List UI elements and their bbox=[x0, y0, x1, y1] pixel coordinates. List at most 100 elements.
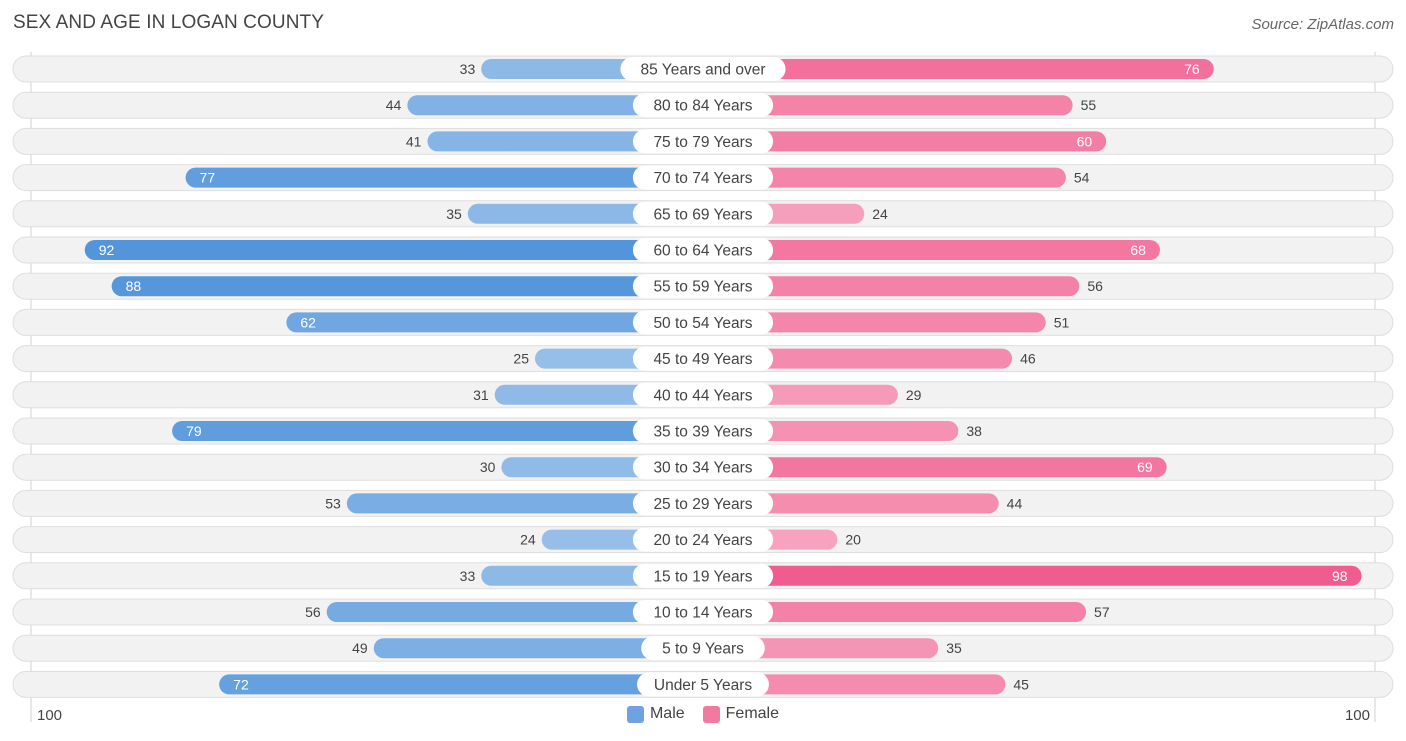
row-5: 92 68 60 to 64 Years bbox=[12, 236, 1394, 264]
value-label-male: 30 bbox=[480, 459, 496, 475]
bar-female bbox=[703, 348, 1013, 369]
legend-item-female[interactable]: Female bbox=[702, 705, 780, 723]
category-pill bbox=[632, 274, 774, 299]
category-pill bbox=[620, 57, 786, 81]
category-pill bbox=[632, 310, 774, 335]
category-pill bbox=[632, 455, 774, 480]
bar-female bbox=[703, 95, 1073, 116]
bar-female bbox=[703, 59, 1214, 79]
category-pill bbox=[632, 238, 774, 262]
value-label-male: 33 bbox=[460, 568, 476, 584]
category-label: 45 to 49 Years bbox=[653, 351, 752, 368]
category-label: 40 to 44 Years bbox=[653, 387, 752, 404]
bar-female bbox=[703, 602, 1087, 622]
category-label: 25 to 29 Years bbox=[653, 496, 752, 513]
value-label-male: 41 bbox=[406, 133, 422, 149]
category-label: Under 5 Years bbox=[654, 677, 752, 694]
value-label-female: 35 bbox=[946, 640, 962, 656]
category-label: 5 to 9 Years bbox=[662, 641, 744, 658]
category-label: 20 to 24 Years bbox=[653, 532, 752, 549]
row-17: 72 45 Under 5 Years bbox=[12, 670, 1394, 698]
source-note: Source: ZipAtlas.com bbox=[1251, 16, 1394, 33]
row-10: 79 38 35 to 39 Years bbox=[12, 417, 1394, 445]
category-pill bbox=[632, 346, 774, 371]
bar-male bbox=[219, 674, 703, 695]
chart-title: SEX AND AGE IN LOGAN COUNTY bbox=[13, 12, 324, 33]
category-pill bbox=[632, 563, 774, 588]
row-9: 31 29 40 to 44 Years bbox=[12, 381, 1394, 409]
category-pill bbox=[637, 672, 769, 697]
value-label-female: 56 bbox=[1087, 278, 1103, 294]
value-label-female: 69 bbox=[1137, 459, 1153, 475]
value-label-male: 92 bbox=[99, 242, 115, 258]
category-label: 60 to 64 Years bbox=[653, 243, 752, 260]
value-label-female: 44 bbox=[1007, 495, 1023, 511]
bar-male bbox=[111, 276, 703, 297]
row-13: 24 20 20 to 24 Years bbox=[12, 526, 1394, 554]
value-label-male: 31 bbox=[473, 387, 489, 403]
legend-swatch-female bbox=[702, 705, 720, 723]
row-6: 88 56 55 to 59 Years bbox=[12, 272, 1394, 300]
row-15: 56 57 10 to 14 Years bbox=[12, 598, 1394, 626]
bar-female bbox=[703, 131, 1107, 152]
category-pill bbox=[632, 165, 774, 190]
bar-male bbox=[326, 602, 703, 622]
bar-male bbox=[84, 240, 703, 260]
value-label-male: 44 bbox=[386, 97, 402, 113]
value-label-female: 24 bbox=[872, 206, 888, 222]
bar-male bbox=[286, 312, 703, 333]
value-label-male: 24 bbox=[520, 532, 536, 548]
row-11: 30 69 30 to 34 Years bbox=[12, 453, 1394, 481]
category-label: 70 to 74 Years bbox=[653, 170, 752, 187]
bar-male bbox=[407, 95, 703, 116]
category-pill bbox=[632, 93, 774, 118]
row-4: 35 24 65 to 69 Years bbox=[12, 200, 1394, 228]
value-label-female: 45 bbox=[1013, 676, 1029, 692]
row-7: 62 51 50 to 54 Years bbox=[12, 308, 1394, 336]
value-label-female: 60 bbox=[1077, 133, 1093, 149]
value-label-male: 72 bbox=[233, 676, 249, 692]
value-label-female: 57 bbox=[1094, 604, 1110, 620]
value-label-male: 25 bbox=[513, 351, 529, 367]
category-pill bbox=[641, 636, 765, 661]
value-label-male: 35 bbox=[446, 206, 462, 222]
value-label-male: 53 bbox=[325, 495, 341, 511]
row-0: 33 76 85 Years and over bbox=[12, 55, 1394, 83]
bar-female bbox=[703, 674, 1006, 695]
bar-female bbox=[703, 565, 1362, 586]
row-1: 44 55 80 to 84 Years bbox=[12, 91, 1394, 119]
bar-female bbox=[703, 312, 1046, 333]
bar-male bbox=[185, 167, 703, 188]
bar-female bbox=[703, 167, 1066, 188]
category-label: 55 to 59 Years bbox=[653, 279, 752, 296]
value-label-female: 68 bbox=[1130, 242, 1146, 258]
bar-male bbox=[346, 493, 703, 514]
bar-female bbox=[703, 457, 1167, 478]
category-pill bbox=[632, 527, 774, 552]
value-label-male: 33 bbox=[460, 61, 476, 77]
bar-female bbox=[703, 493, 999, 514]
legend-label-female: Female bbox=[725, 705, 780, 722]
bar-female bbox=[703, 240, 1160, 260]
value-label-female: 20 bbox=[845, 532, 861, 548]
legend: Male Female bbox=[0, 705, 1406, 723]
row-2: 41 60 75 to 79 Years bbox=[12, 127, 1394, 155]
row-8: 25 46 45 to 49 Years bbox=[12, 345, 1394, 373]
value-label-female: 46 bbox=[1020, 351, 1036, 367]
category-pill bbox=[632, 419, 774, 443]
category-pill bbox=[632, 491, 774, 516]
category-label: 80 to 84 Years bbox=[653, 98, 752, 115]
category-label: 75 to 79 Years bbox=[653, 134, 752, 151]
legend-swatch-male bbox=[626, 705, 644, 723]
category-label: 15 to 19 Years bbox=[653, 568, 752, 585]
value-label-male: 79 bbox=[186, 423, 202, 439]
row-3: 77 54 70 to 74 Years bbox=[12, 164, 1394, 192]
legend-item-male[interactable]: Male bbox=[626, 705, 685, 723]
category-label: 10 to 14 Years bbox=[653, 605, 752, 622]
category-label: 35 to 39 Years bbox=[653, 424, 752, 441]
category-pill bbox=[632, 129, 774, 154]
value-label-male: 77 bbox=[200, 170, 216, 186]
category-pill bbox=[632, 201, 774, 226]
bar-female bbox=[703, 276, 1080, 297]
